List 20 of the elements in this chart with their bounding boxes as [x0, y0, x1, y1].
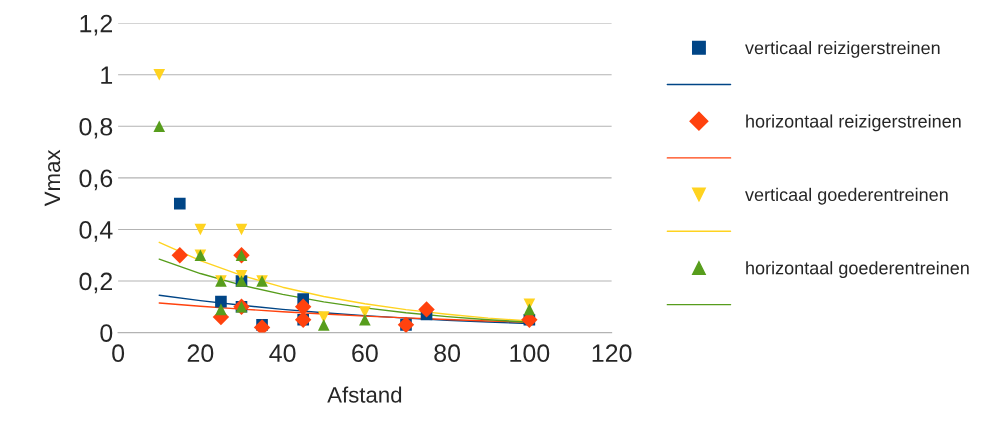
y-tick-label: 0,4 — [79, 221, 113, 242]
x-tick-label: 60 — [352, 344, 378, 363]
x-tick-label: 120 — [592, 344, 632, 363]
y-tick-label: 1,2 — [80, 14, 112, 36]
x-tick-label: 20 — [187, 344, 214, 363]
y-tick-label: 1 — [101, 66, 113, 84]
x-axis-title: Afstand — [327, 386, 402, 403]
y-axis-title: Vmax — [44, 149, 61, 207]
legend-label: horizontaal goederentreinen — [746, 261, 969, 279]
y-tick-label: 0,2 — [79, 272, 112, 294]
legend-label: horizontaal reizigerstreinen — [746, 114, 961, 132]
y-tick-label: 0 — [100, 324, 113, 342]
x-tick-label: 0 — [112, 344, 125, 363]
x-tick-label: 40 — [269, 344, 296, 363]
x-tick-label: 80 — [434, 344, 461, 363]
y-tick-label: 0,8 — [79, 117, 113, 139]
x-tick-label: 100 — [510, 344, 550, 363]
legend-label: verticaal goederentreinen — [745, 187, 948, 205]
y-tick-label: 0,6 — [79, 169, 113, 191]
legend-label: verticaal reizigerstreinen — [745, 41, 940, 58]
